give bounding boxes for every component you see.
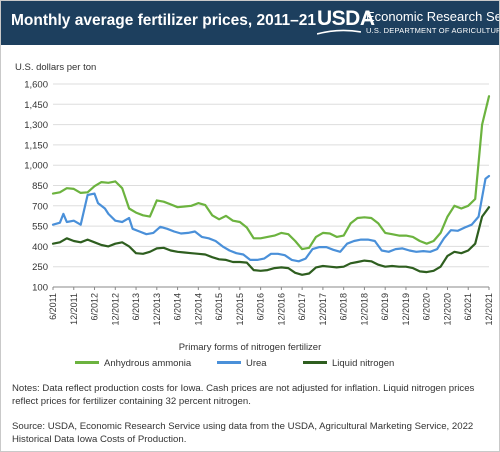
y-tick-label: 1,150 (24, 140, 48, 151)
x-tick-label: 12/2017 (318, 293, 328, 326)
x-tick-label: 12/2016 (276, 293, 286, 326)
x-tick-label: 6/2021 (463, 293, 473, 321)
y-tick-label: 100 (32, 283, 48, 294)
x-tick-label: 12/2013 (152, 293, 162, 326)
series-line-anhydrous-ammonia (51, 95, 491, 251)
logo-department: U.S. DEPARTMENT OF AGRICULTURE (366, 26, 500, 35)
legend-item-liquid-nitrogen: Liquid nitrogen (303, 358, 394, 369)
x-tick-label: 6/2014 (173, 293, 183, 321)
x-tick-label: 6/2020 (422, 293, 432, 321)
legend-item-anhydrous-ammonia: Anhydrous ammonia (75, 358, 191, 369)
legend-swatch (75, 360, 99, 364)
x-tick-label: 6/2015 (214, 293, 224, 321)
legend-swatch (217, 360, 241, 364)
chart-title: Monthly average fertilizer prices, 2011–… (11, 12, 316, 29)
y-tick-label: 850 (32, 181, 48, 192)
y-tick-label: 550 (32, 222, 48, 233)
x-tick-label: 12/2014 (193, 293, 203, 326)
y-tick-label: 1,600 (24, 80, 48, 91)
legend-title: Primary forms of nitrogen fertilizer (178, 342, 322, 353)
legend-swatch (303, 360, 327, 364)
source-text: Source: USDA, Economic Research Service … (12, 421, 474, 445)
gridlines (52, 83, 490, 290)
y-tick-label: 400 (32, 242, 48, 253)
plot-area: 100 250 400 550 700 850 1,000 1,150 1,300 1,450 1,… (24, 80, 494, 326)
x-tick-label: 12/2018 (359, 293, 369, 326)
x-tick-label: 6/2012 (90, 293, 100, 321)
x-tick-label: 12/2019 (401, 293, 411, 326)
x-tick-label: 6/2013 (131, 293, 141, 321)
header-banner: Monthly average fertilizer prices, 2011–… (1, 1, 499, 45)
y-tick-label: 250 (32, 262, 48, 273)
series-lines (51, 95, 491, 276)
legend-label: Liquid nitrogen (332, 358, 395, 369)
x-tick-label: 6/2016 (256, 293, 266, 321)
x-tick-label: 12/2011 (69, 293, 79, 325)
x-tick-label: 12/2020 (442, 293, 452, 326)
y-tick-label: 1,300 (24, 120, 48, 131)
x-tick-label: 12/2015 (235, 293, 245, 326)
legend-label: Anhydrous ammonia (104, 358, 192, 369)
legend-label: Urea (246, 358, 267, 369)
series-line-urea (51, 174, 491, 263)
x-tick-label: 6/2019 (380, 293, 390, 321)
logo-mark: USDA (317, 7, 375, 30)
y-tick-label: 1,450 (24, 100, 48, 111)
y-tick-labels: 100 250 400 550 700 850 1,000 1,150 1,300 1,450 1,… (24, 80, 48, 294)
logo-swoosh-icon (317, 29, 361, 35)
y-axis-label: U.S. dollars per ton (15, 62, 97, 73)
y-tick-label: 1,000 (24, 161, 48, 172)
usda-ers-logo: USDA Economic Research Service U.S. DEPA… (317, 7, 499, 40)
x-tick-label: 6/2017 (297, 293, 307, 321)
x-tick-labels: 6/2011 12/2011 6/2012 12/2012 6/2013 12/2013 6… (48, 293, 494, 326)
logo-agency: Economic Research Service (366, 9, 499, 24)
y-tick-label: 700 (32, 201, 48, 212)
x-tick-label: 6/2011 (48, 293, 58, 320)
notes-text: Notes: Data reflect production costs for… (12, 383, 475, 407)
x-tick-label: 6/2018 (339, 293, 349, 321)
legend: Anhydrous ammonia Urea Liquid nitrogen (75, 358, 435, 372)
x-tick-label: 12/2021 (484, 293, 494, 326)
x-tick-label: 12/2012 (110, 293, 120, 326)
legend-item-urea: Urea (217, 358, 267, 369)
series-line-liquid-nitrogen (51, 206, 491, 276)
